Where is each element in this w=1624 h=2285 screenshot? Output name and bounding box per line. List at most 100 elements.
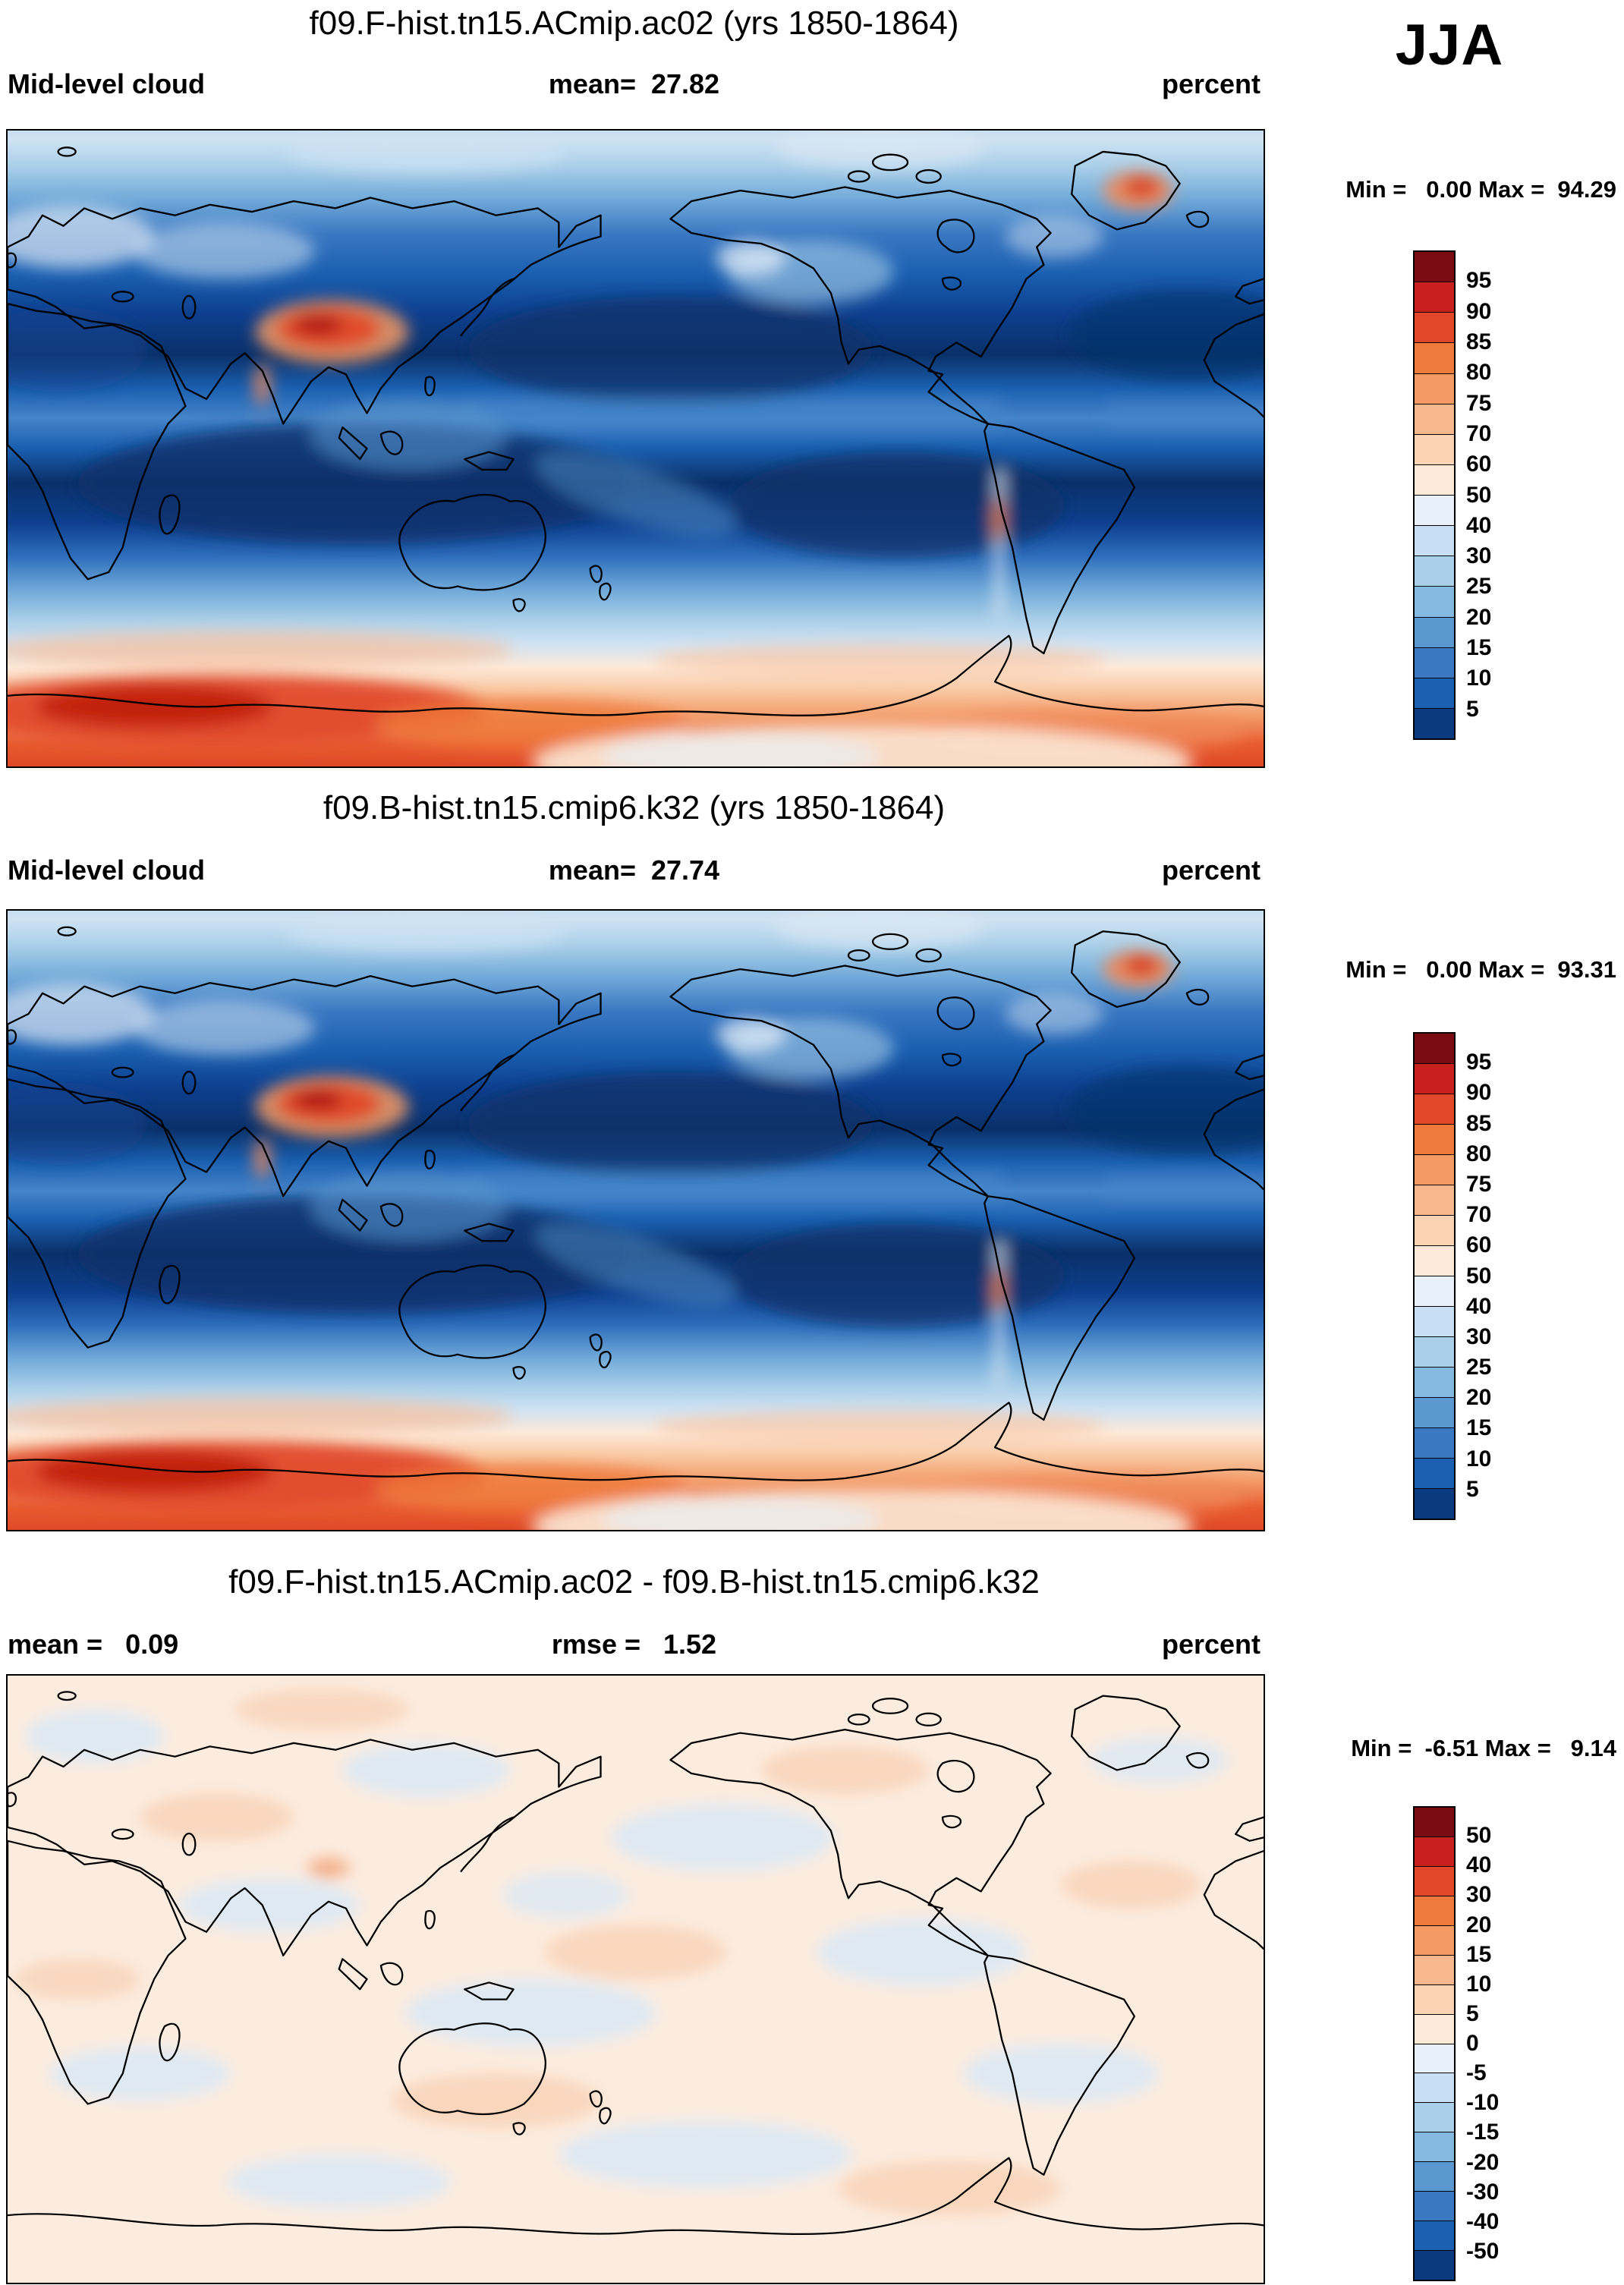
colorbar-tick-label: 5 [1466, 2000, 1479, 2026]
colorbar-segment [1415, 1034, 1454, 1063]
panel2-map-figure [8, 911, 1264, 1530]
colorbar-segment [1415, 495, 1454, 526]
panel3-mean-stat: mean = 0.09 [8, 1629, 179, 1660]
colorbar-tick-label: -50 [1466, 2238, 1500, 2264]
colorbar-segment [1415, 1925, 1454, 1955]
colorbar-segment [1415, 1984, 1454, 2014]
colorbar-segment [1415, 1397, 1454, 1427]
panel1-header-row: Mid-level cloud mean= 27.82 percent [6, 68, 1262, 103]
colorbar-segment [1415, 2191, 1454, 2221]
colorbar-segment [1415, 2013, 1454, 2044]
colorbar-segment [1415, 707, 1454, 738]
colorbar-segment [1415, 2250, 1454, 2280]
colorbar-segment [1415, 373, 1454, 404]
panel1-world-map [6, 129, 1265, 768]
colorbar-tick-label: 10 [1466, 666, 1492, 691]
colorbar-segment [1415, 1245, 1454, 1276]
colorbar-segment [1415, 1427, 1454, 1458]
colorbar-segment [1415, 1276, 1454, 1306]
colorbar-segment [1415, 616, 1454, 647]
colorbar-segment [1415, 1094, 1454, 1124]
colorbar-segment [1415, 1895, 1454, 1925]
colorbar-tick-label: 50 [1466, 1823, 1492, 1849]
colorbar-segment [1415, 1865, 1454, 1896]
colorbar-tick-label: 40 [1466, 1852, 1492, 1878]
panel3-map-figure [8, 1676, 1264, 2283]
colorbar-tick-label: 10 [1466, 1446, 1492, 1471]
colorbar-tick-label: 75 [1466, 1171, 1492, 1197]
colorbar-tick-labels: 50 40 30 20 15 10 5 0 -5 -10 -15 -20 -30 -40 -50 [1466, 1806, 1542, 2281]
colorbar-segment [1415, 464, 1454, 495]
colorbar-tick-label: 80 [1466, 360, 1492, 386]
colorbar-segment [1415, 2161, 1454, 2192]
panel3-world-map [6, 1674, 1265, 2284]
colorbar-tick-label: 60 [1466, 452, 1492, 477]
colorbar-segment [1415, 342, 1454, 373]
colorbar-segment [1415, 525, 1454, 556]
colorbar-segment [1415, 647, 1454, 678]
colorbar-tick-label: 90 [1466, 1080, 1492, 1106]
colorbar-tick-label: -20 [1466, 2149, 1500, 2175]
colorbar-tick-label: 85 [1466, 1110, 1492, 1136]
colorbar-segment [1415, 1154, 1454, 1185]
colorbar-segment [1415, 2073, 1454, 2103]
colorbar-tick-label: 95 [1466, 1050, 1492, 1075]
colorbar-segment [1415, 1306, 1454, 1336]
colorbar-tick-label: 30 [1466, 1323, 1492, 1349]
panel2-colorbar: 95 90 85 80 75 70 60 50 40 30 25 20 15 10 5 [1413, 1032, 1542, 1520]
colorbar-segment [1415, 1185, 1454, 1215]
colorbar-tick-label: -15 [1466, 2120, 1500, 2145]
panel3-header-row: mean = 0.09 rmse = 1.52 percent [6, 1629, 1262, 1663]
panel1-map-figure [8, 131, 1264, 766]
panel2-title: f09.B-hist.tn15.cmip6.k32 (yrs 1850-1864… [323, 789, 946, 826]
panel1-mean-stat: mean= 27.82 [548, 68, 720, 99]
colorbar-segment [1415, 2102, 1454, 2132]
colorbar-segment [1415, 1954, 1454, 1984]
season-label: JJA [1395, 13, 1504, 77]
colorbar-tick-label: 5 [1466, 1476, 1479, 1502]
panel2-units-label: percent [1161, 855, 1260, 886]
colorbar-tick-label: 40 [1466, 512, 1492, 538]
colorbar-tick-label: 90 [1466, 298, 1492, 324]
colorbar-segments [1413, 1806, 1456, 2281]
colorbar-segment [1415, 2043, 1454, 2073]
colorbar-segment [1415, 2132, 1454, 2162]
panel3-units-label: percent [1161, 1629, 1260, 1660]
panel2-world-map [6, 909, 1265, 1531]
colorbar-segment [1415, 677, 1454, 708]
colorbar-tick-label: 20 [1466, 1912, 1492, 1937]
colorbar-segment [1415, 1488, 1454, 1519]
colorbar-segment [1415, 1458, 1454, 1488]
colorbar-tick-label: 30 [1466, 1882, 1492, 1908]
colorbar-segment [1415, 586, 1454, 617]
panel2-mean-stat: mean= 27.74 [548, 855, 720, 886]
colorbar-tick-label: -10 [1466, 2090, 1500, 2116]
colorbar-segment [1415, 2220, 1454, 2251]
panel2-header-row: Mid-level cloud mean= 27.74 percent [6, 855, 1262, 889]
colorbar-tick-label: 0 [1466, 2031, 1479, 2056]
colorbar-segment [1415, 1367, 1454, 1397]
colorbar-segment [1415, 1336, 1454, 1367]
colorbar-tick-label: 20 [1466, 604, 1492, 630]
colorbar-tick-label: 15 [1466, 1415, 1492, 1441]
colorbar-tick-label: 70 [1466, 420, 1492, 446]
colorbar-tick-label: 20 [1466, 1385, 1492, 1411]
panel1-title: f09.F-hist.tn15.ACmip.ac02 (yrs 1850-186… [309, 5, 959, 42]
panel1-variable-label: Mid-level cloud [8, 68, 206, 99]
colorbar-segments [1413, 1032, 1456, 1520]
panel3-title: f09.F-hist.tn15.ACmip.ac02 - f09.B-hist.… [228, 1563, 1040, 1600]
colorbar-tick-label: 25 [1466, 574, 1492, 600]
colorbar-tick-label: 50 [1466, 482, 1492, 508]
colorbar-tick-labels: 95 90 85 80 75 70 60 50 40 30 25 20 15 10 5 [1466, 250, 1542, 740]
colorbar-tick-label: 40 [1466, 1293, 1492, 1319]
colorbar-tick-label: 80 [1466, 1141, 1492, 1166]
panel1-colorbar: 95 90 85 80 75 70 60 50 40 30 25 20 15 10 5 [1413, 250, 1542, 740]
colorbar-tick-label: 30 [1466, 543, 1492, 569]
colorbar-segment [1415, 1124, 1454, 1154]
colorbar-tick-label: 75 [1466, 390, 1492, 416]
colorbar-segment [1415, 1836, 1454, 1866]
panel2-variable-label: Mid-level cloud [8, 855, 206, 886]
colorbar-segment [1415, 1215, 1454, 1245]
colorbar-tick-label: -5 [1466, 2060, 1487, 2086]
